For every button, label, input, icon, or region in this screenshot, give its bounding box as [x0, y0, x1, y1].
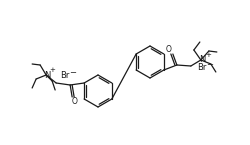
Text: +: +	[204, 52, 210, 58]
Text: O: O	[165, 45, 171, 54]
Text: −: −	[206, 60, 213, 69]
Text: +: +	[49, 67, 55, 73]
Text: Br: Br	[196, 64, 205, 72]
Text: N: N	[198, 56, 204, 65]
Text: −: −	[69, 68, 76, 77]
Text: O: O	[71, 97, 77, 106]
Text: Br: Br	[60, 71, 69, 80]
Text: N: N	[44, 70, 50, 79]
